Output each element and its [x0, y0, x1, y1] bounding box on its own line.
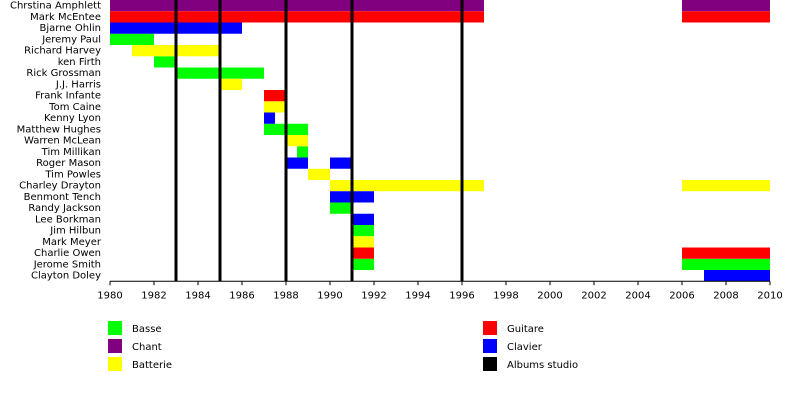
legend-swatch — [108, 321, 122, 335]
row-label: Tom Caine — [48, 102, 101, 113]
segment-bar — [682, 180, 770, 192]
segment-bar — [682, 258, 770, 270]
legend-swatch — [483, 339, 497, 353]
segment-bar — [308, 168, 330, 180]
segment-bar — [110, 33, 154, 45]
segment-bar — [352, 236, 374, 248]
segment-bar — [352, 247, 374, 259]
segment-bar — [110, 0, 484, 12]
legend-label: Albums studio — [507, 360, 578, 371]
segment-bar — [682, 11, 770, 23]
segment-bar — [352, 225, 374, 237]
x-tick-label: 1982 — [141, 290, 166, 301]
segment-bar — [682, 0, 770, 12]
x-tick-label: 1984 — [185, 290, 210, 301]
legend-label: Guitare — [507, 324, 544, 335]
segment-bar — [110, 11, 484, 23]
row-label: Kenny Lyon — [44, 113, 101, 124]
x-tick-label: 1990 — [317, 290, 342, 301]
row-label: Chrstina Amphlett — [10, 1, 101, 12]
segment-bar — [297, 146, 308, 158]
row-label: Lee Borkman — [35, 214, 101, 225]
row-label: Tim Powles — [44, 169, 101, 180]
x-tick-label: 1996 — [449, 290, 474, 301]
row-label: Benmont Tench — [24, 192, 101, 203]
segment-bar — [352, 213, 374, 225]
legend-label: Clavier — [507, 342, 543, 353]
x-tick-label: 2004 — [625, 290, 650, 301]
row-label: Mark McEntee — [30, 12, 101, 23]
segment-bar — [682, 247, 770, 259]
segment-bar — [264, 101, 286, 113]
segment-bar — [286, 135, 308, 147]
row-label: Mark Meyer — [42, 237, 102, 248]
x-tick-label: 1992 — [361, 290, 386, 301]
segment-bar — [264, 90, 286, 102]
legend-label: Basse — [132, 324, 162, 335]
row-label: Charlie Owen — [34, 248, 101, 259]
segment-bar — [264, 112, 275, 124]
x-tick-label: 1988 — [273, 290, 298, 301]
segment-bar — [330, 157, 352, 169]
row-label: Roger Mason — [36, 158, 101, 169]
row-label: Frank Infante — [35, 91, 101, 102]
row-label: Jim Hilbun — [49, 226, 101, 237]
row-label: Matthew Hughes — [17, 124, 101, 135]
legend-swatch — [108, 339, 122, 353]
x-tick-label: 1980 — [97, 290, 122, 301]
legend-swatch — [483, 321, 497, 335]
row-label: Tim Millikan — [41, 147, 101, 158]
x-tick-label: 2006 — [669, 290, 694, 301]
row-label: Richard Harvey — [24, 46, 101, 57]
segment-bar — [330, 202, 352, 214]
row-label: ken Firth — [58, 57, 101, 68]
x-tick-label: 2010 — [757, 290, 782, 301]
row-label: Jeremy Paul — [41, 34, 101, 45]
x-tick-label: 2008 — [713, 290, 738, 301]
row-label: Charley Drayton — [19, 181, 101, 192]
x-tick-label: 2000 — [537, 290, 562, 301]
legend-label: Chant — [132, 342, 162, 353]
row-label: Jerome Smith — [33, 259, 101, 270]
legend-swatch — [108, 357, 122, 371]
segment-bar — [704, 270, 770, 282]
legend-swatch — [483, 357, 497, 371]
x-tick-label: 2002 — [581, 290, 606, 301]
row-label: Randy Jackson — [28, 203, 101, 214]
segment-bar — [286, 157, 308, 169]
x-tick-label: 1994 — [405, 290, 430, 301]
segment-bar — [330, 180, 484, 192]
row-label: J.J. Harris — [55, 79, 101, 90]
row-label: Warren McLean — [24, 136, 101, 147]
x-tick-label: 1998 — [493, 290, 518, 301]
x-tick-label: 1986 — [229, 290, 254, 301]
row-label: Bjarne Ohlin — [40, 23, 101, 34]
segment-bar — [220, 78, 242, 90]
segment-bar — [352, 258, 374, 270]
row-label: Clayton Doley — [31, 271, 101, 282]
row-label: Rick Grossman — [26, 68, 101, 79]
segment-bar — [154, 56, 176, 68]
legend-label: Batterie — [132, 360, 172, 371]
